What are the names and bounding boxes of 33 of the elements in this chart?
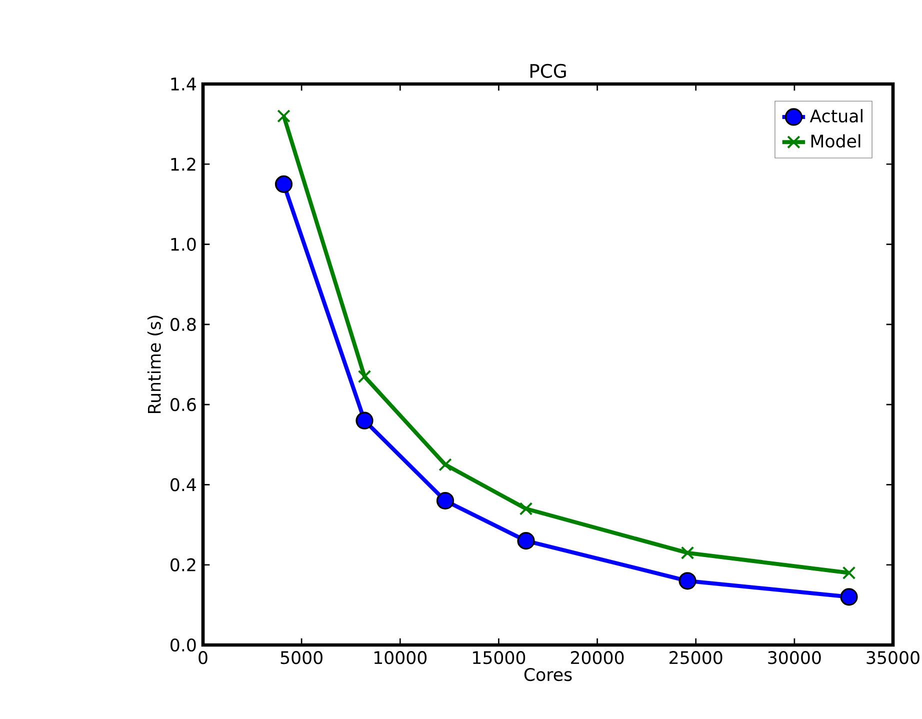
point	[517, 532, 535, 550]
y-tick-label: 1.0	[171, 238, 196, 251]
y-tick-label: 1.4	[171, 78, 196, 90]
x-tick-label: 20000	[570, 651, 624, 664]
point	[678, 572, 696, 590]
point	[680, 546, 694, 560]
legend-label: Model	[811, 134, 860, 148]
point	[358, 370, 372, 384]
x-tick-label: 35000	[866, 651, 920, 664]
x-tick-label: 25000	[670, 651, 722, 664]
chart-title: PCG	[530, 64, 566, 78]
x-tick-label: 15000	[473, 651, 526, 664]
y-tick-label: 0.4	[170, 478, 196, 492]
y-tick-label: 0.8	[170, 318, 196, 331]
y-tick-label: 0.0	[170, 638, 196, 652]
point	[519, 502, 533, 516]
x-tick-label: 10000	[374, 651, 427, 664]
point	[842, 566, 856, 580]
point	[840, 588, 858, 606]
point	[438, 458, 452, 472]
x-tick-label: 30000	[768, 651, 821, 664]
y-tick-label: 0.6	[170, 398, 196, 412]
legend-label: Actual	[810, 109, 862, 123]
point	[356, 412, 374, 430]
point	[436, 492, 454, 510]
x-tick-label: 5000	[280, 651, 322, 664]
point	[277, 109, 290, 123]
x-tick-label: 0	[198, 651, 208, 664]
y-tick-label: 0.2	[170, 558, 196, 572]
y-tick-label: 1.2	[171, 158, 196, 171]
y-axis-title: Runtime (s)	[147, 316, 163, 414]
x-axis-title: Cores	[524, 668, 572, 682]
point	[274, 175, 293, 193]
